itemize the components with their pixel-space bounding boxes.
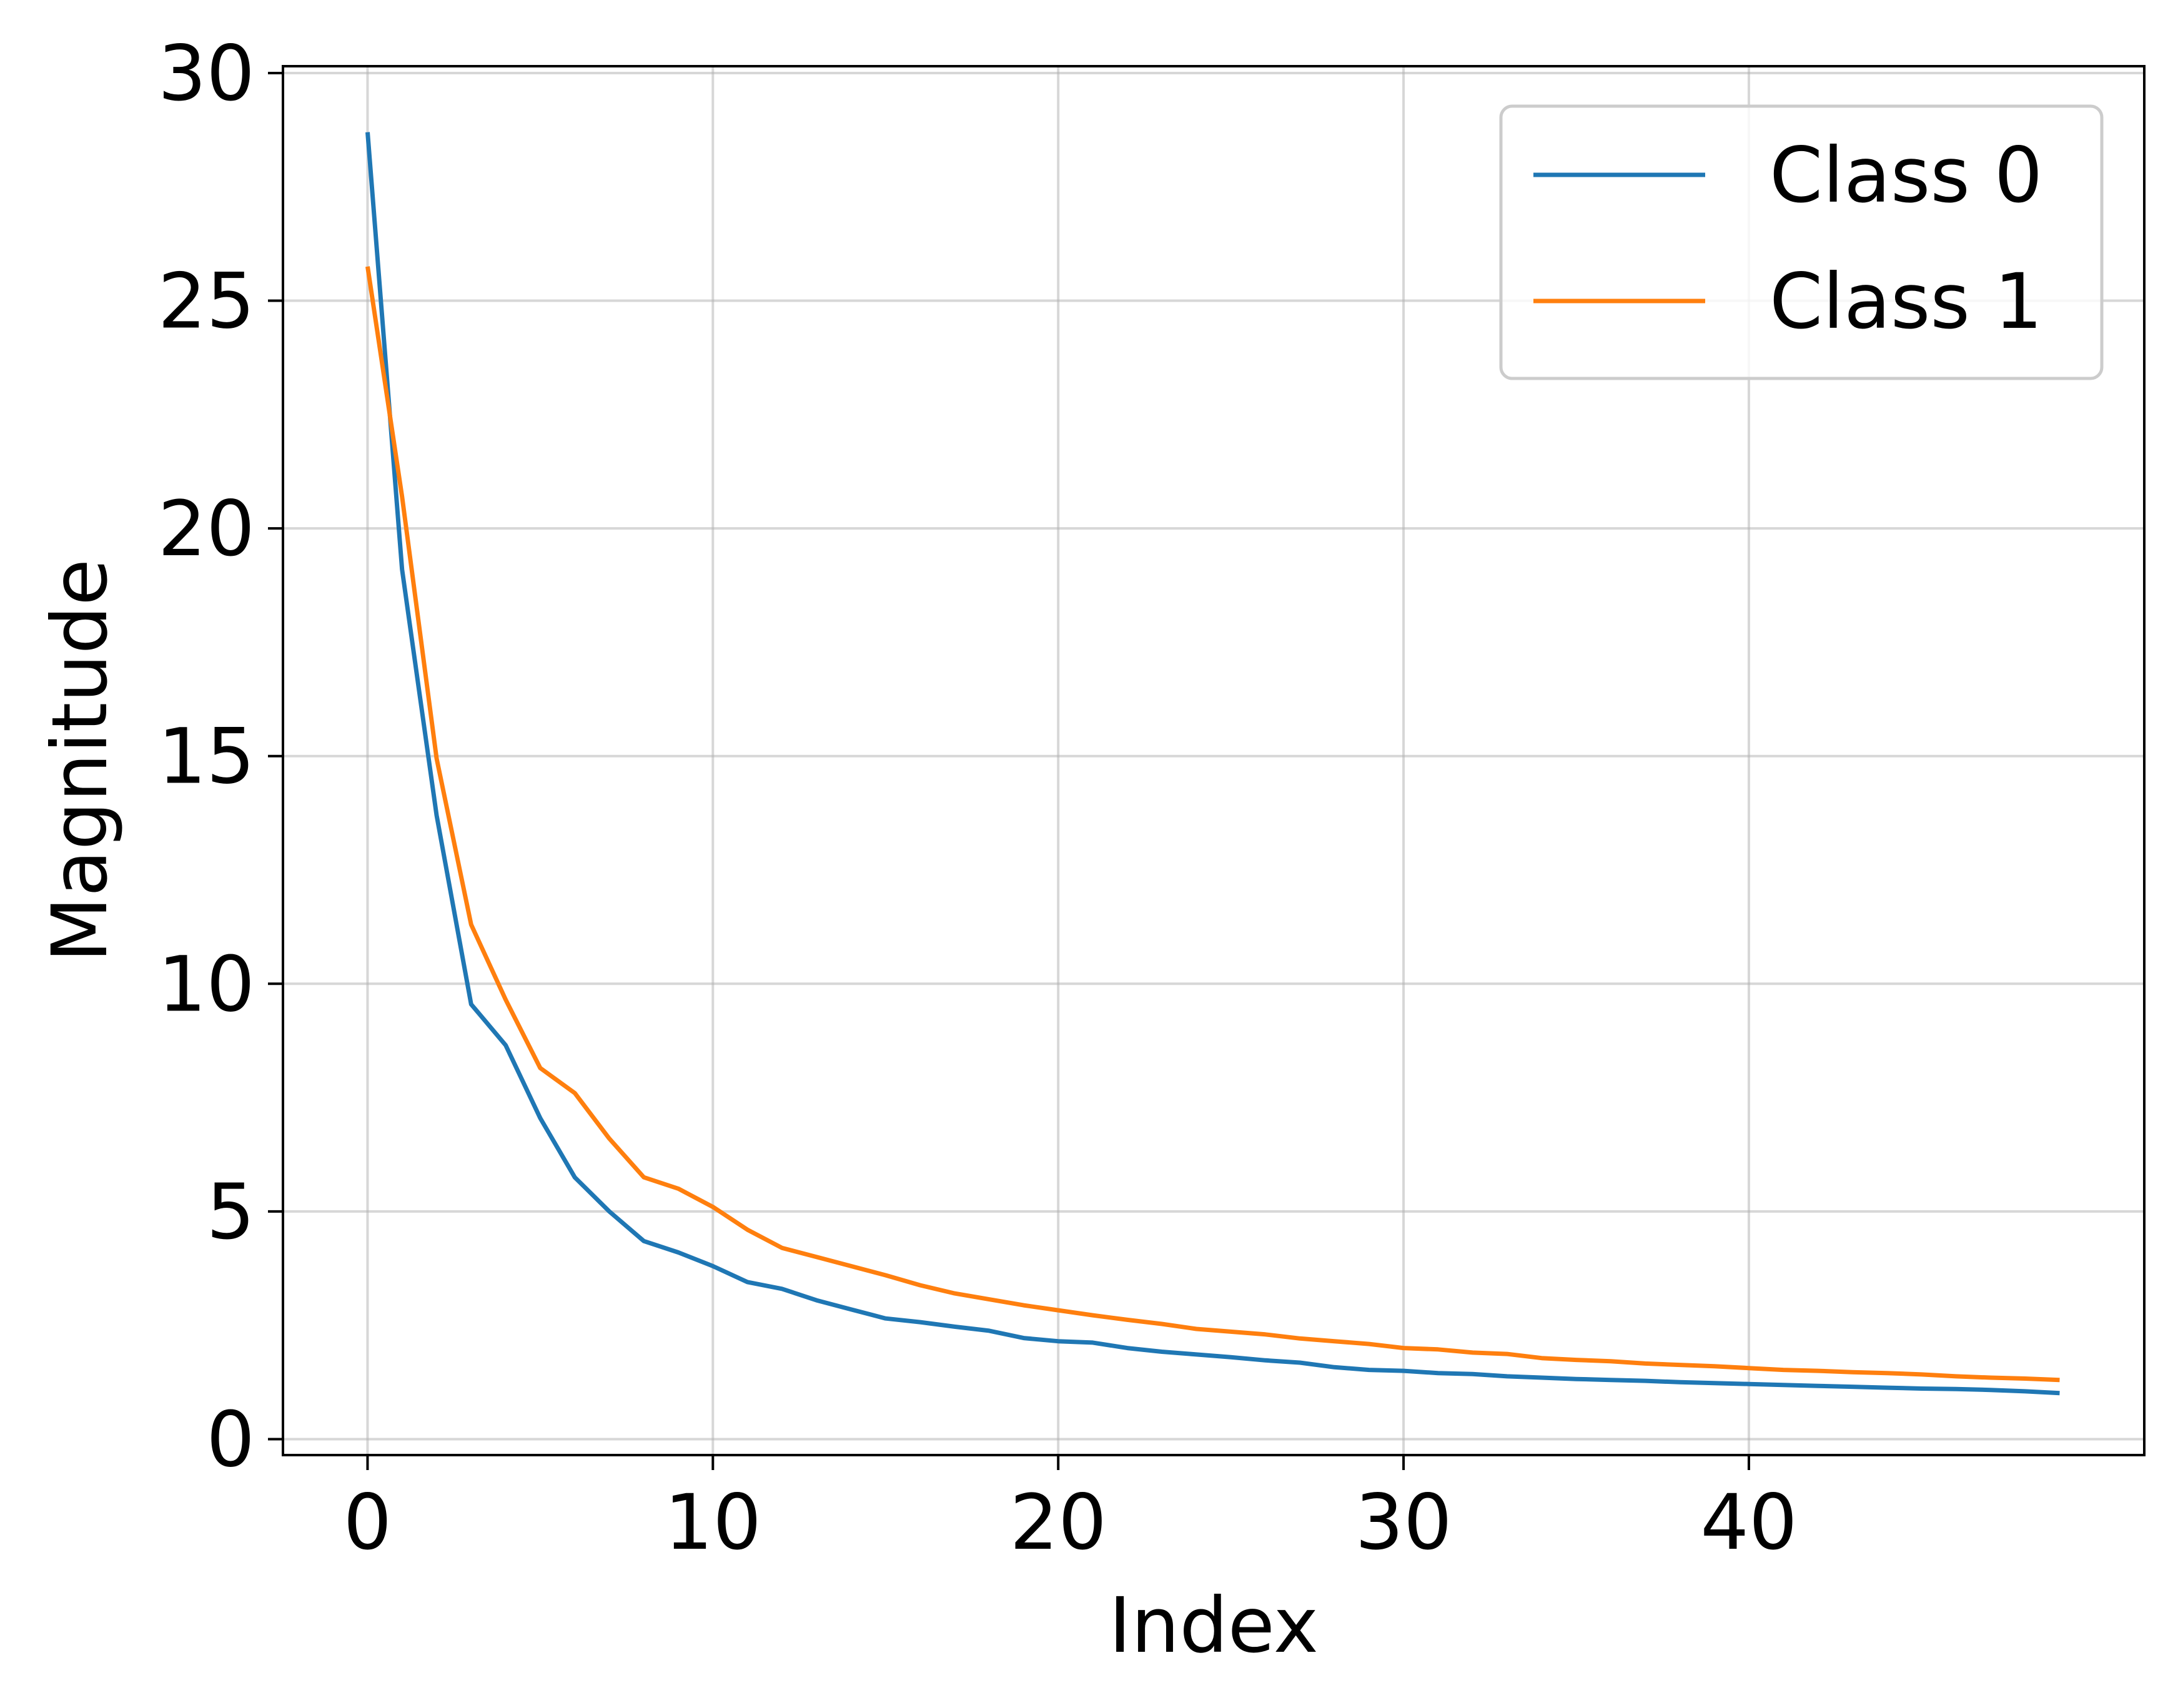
x-tick-label: 30 [1355,1478,1452,1567]
x-tick-label: 0 [344,1478,392,1567]
series-lines [365,132,2060,1396]
x-tick-label: 40 [1700,1478,1797,1567]
legend: Class 0 Class 1 [1499,104,2104,380]
y-tick-label: 5 [206,1168,255,1256]
series-line [365,132,2060,1396]
x-axis-label: Index [1109,1581,1319,1670]
y-tick-label: 20 [158,485,255,573]
y-tick-label: 10 [158,940,255,1029]
y-tick-label: 0 [206,1395,255,1484]
x-tick-label: 20 [1010,1478,1107,1567]
series-line [365,266,2060,1383]
legend-label: Class 0 [1770,131,2042,220]
y-tick-label: 30 [158,29,255,118]
y-axis-label: Magnitude [36,559,124,962]
y-tick-label: 25 [158,257,255,346]
legend-label: Class 1 [1770,257,2042,346]
axis-ticks: 0 10 20 30 40 0 5 10 15 20 25 30 [158,29,1798,1567]
plot-frame [282,65,2146,1456]
y-tick-label: 15 [158,713,255,801]
x-tick-label: 10 [665,1478,761,1567]
legend-items: Class 0 Class 1 [1533,131,2042,346]
